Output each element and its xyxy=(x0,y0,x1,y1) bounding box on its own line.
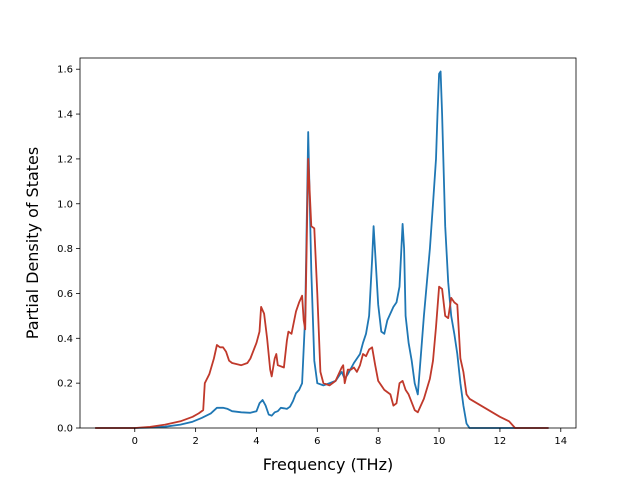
x-tick-label: 12 xyxy=(494,436,507,447)
x-ticks: 0 2 4 6 8 10 12 14 xyxy=(132,428,567,447)
x-tick-label: 14 xyxy=(554,436,567,447)
y-tick-label: 0.4 xyxy=(57,334,73,345)
series-layer xyxy=(95,70,549,429)
y-ticks: 0.0 0.2 0.4 0.6 0.8 1.0 1.2 1.4 1.6 xyxy=(57,65,80,435)
x-axis-label: Frequency (THz) xyxy=(263,455,393,474)
series-line-1 xyxy=(95,70,549,429)
plot-frame xyxy=(79,57,577,429)
x-tick-label: 10 xyxy=(433,436,446,447)
y-tick-label: 1.4 xyxy=(57,110,73,121)
x-tick-label: 4 xyxy=(253,436,259,447)
y-tick-label: 1.0 xyxy=(57,199,73,210)
x-tick-label: 2 xyxy=(192,436,198,447)
y-tick-label: 0.0 xyxy=(57,424,73,435)
y-tick-label: 1.2 xyxy=(57,154,73,165)
y-tick-label: 1.6 xyxy=(57,65,73,76)
x-tick-label: 6 xyxy=(314,436,320,447)
y-tick-label: 0.8 xyxy=(57,244,73,255)
series-line-2 xyxy=(95,158,549,429)
y-axis-label: Partial Density of States xyxy=(23,147,42,339)
x-tick-label: 8 xyxy=(375,436,381,447)
x-tick-label: 0 xyxy=(132,436,138,447)
y-tick-label: 0.6 xyxy=(57,289,73,300)
y-tick-label: 0.2 xyxy=(57,379,73,390)
